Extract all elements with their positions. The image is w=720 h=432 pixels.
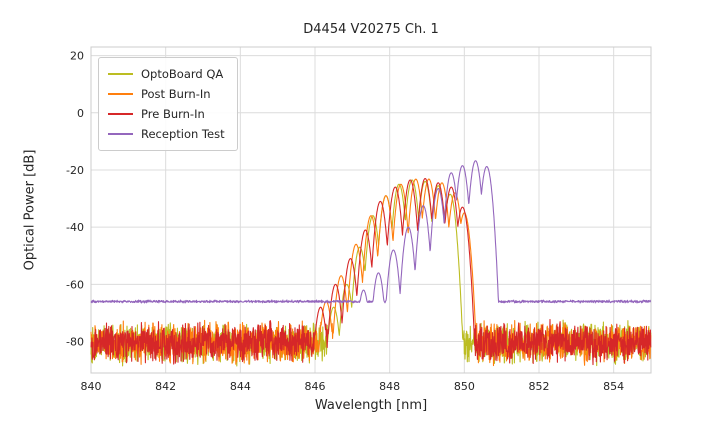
x-tick-label: 852 (529, 380, 550, 393)
y-tick-label: -60 (66, 278, 84, 291)
x-tick-label: 848 (379, 380, 400, 393)
x-tick-label: 844 (230, 380, 251, 393)
legend-label: Post Burn-In (141, 87, 211, 101)
legend-item: Reception Test (108, 124, 225, 144)
x-tick-label: 850 (454, 380, 475, 393)
series-line-2 (90, 178, 652, 366)
chart-title: D4454 V20275 Ch. 1 (303, 22, 439, 37)
legend-label: Reception Test (141, 127, 225, 141)
legend: OptoBoard QA Post Burn-In Pre Burn-In Recep… (98, 57, 238, 151)
legend-line-swatch (108, 113, 133, 115)
x-tick-label: 854 (603, 380, 624, 393)
y-axis-label: Optical Power [dB] (22, 149, 38, 271)
x-tick-label: 846 (305, 380, 326, 393)
y-tick-label: 20 (70, 50, 84, 63)
legend-line-swatch (108, 73, 133, 75)
x-axis-label: Wavelength [nm] (314, 398, 428, 413)
legend-item: OptoBoard QA (108, 64, 225, 84)
x-tick-label: 842 (155, 380, 176, 393)
y-tick-label: 0 (77, 107, 84, 120)
x-tick-label: 840 (81, 380, 102, 393)
legend-item: Pre Burn-In (108, 104, 225, 124)
y-tick-label: -20 (66, 164, 84, 177)
y-tick-label: -80 (66, 336, 84, 349)
legend-label: OptoBoard QA (141, 67, 224, 81)
series-line-3 (90, 160, 652, 304)
legend-line-swatch (108, 93, 133, 95)
y-tick-label: -40 (66, 221, 84, 234)
legend-line-swatch (108, 133, 133, 135)
legend-label: Pre Burn-In (141, 107, 205, 121)
plot-frame (90, 46, 652, 374)
legend-item: Post Burn-In (108, 84, 225, 104)
